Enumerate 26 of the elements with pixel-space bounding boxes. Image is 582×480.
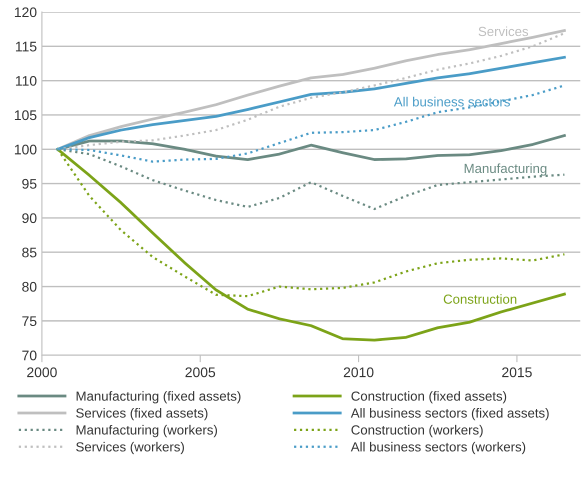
y-tick-label: 115 (16, 42, 36, 52)
x-tick-label: 2000 (27, 367, 57, 378)
y-tick-label: 90 (22, 213, 36, 224)
y-tick-label: 80 (22, 282, 36, 292)
legend-label: Services (fixed assets) (76, 408, 208, 420)
y-tick-label: 85 (22, 248, 36, 258)
legend-label: Services (workers) (76, 442, 184, 454)
annotation: Manufacturing (464, 163, 546, 176)
annotation: Construction (444, 294, 516, 304)
legend-label: Manufacturing (fixed assets) (76, 391, 240, 404)
y-tick-label: 75 (22, 316, 36, 326)
x-tick-label: 2005 (185, 367, 216, 378)
legend-label: Construction (workers) (351, 424, 483, 438)
annotation: Services (478, 26, 528, 36)
y-tick-label: 120 (14, 7, 36, 18)
y-tick-label: 100 (14, 144, 36, 154)
x-tick-label: 2010 (344, 367, 374, 378)
y-tick-label: 70 (22, 350, 36, 360)
legend-label: All business sectors (fixed assets) (350, 408, 549, 420)
y-tick-label: 95 (22, 178, 36, 189)
y-tick-label: 110 (16, 76, 36, 86)
y-tick-label: 105 (14, 110, 36, 120)
legend-label: Construction (fixed assets) (351, 391, 506, 404)
x-tick-label: 2015 (502, 367, 532, 378)
legend-label: All business sectors (workers) (350, 442, 526, 454)
legend-label: Manufacturing (workers) (76, 424, 217, 438)
